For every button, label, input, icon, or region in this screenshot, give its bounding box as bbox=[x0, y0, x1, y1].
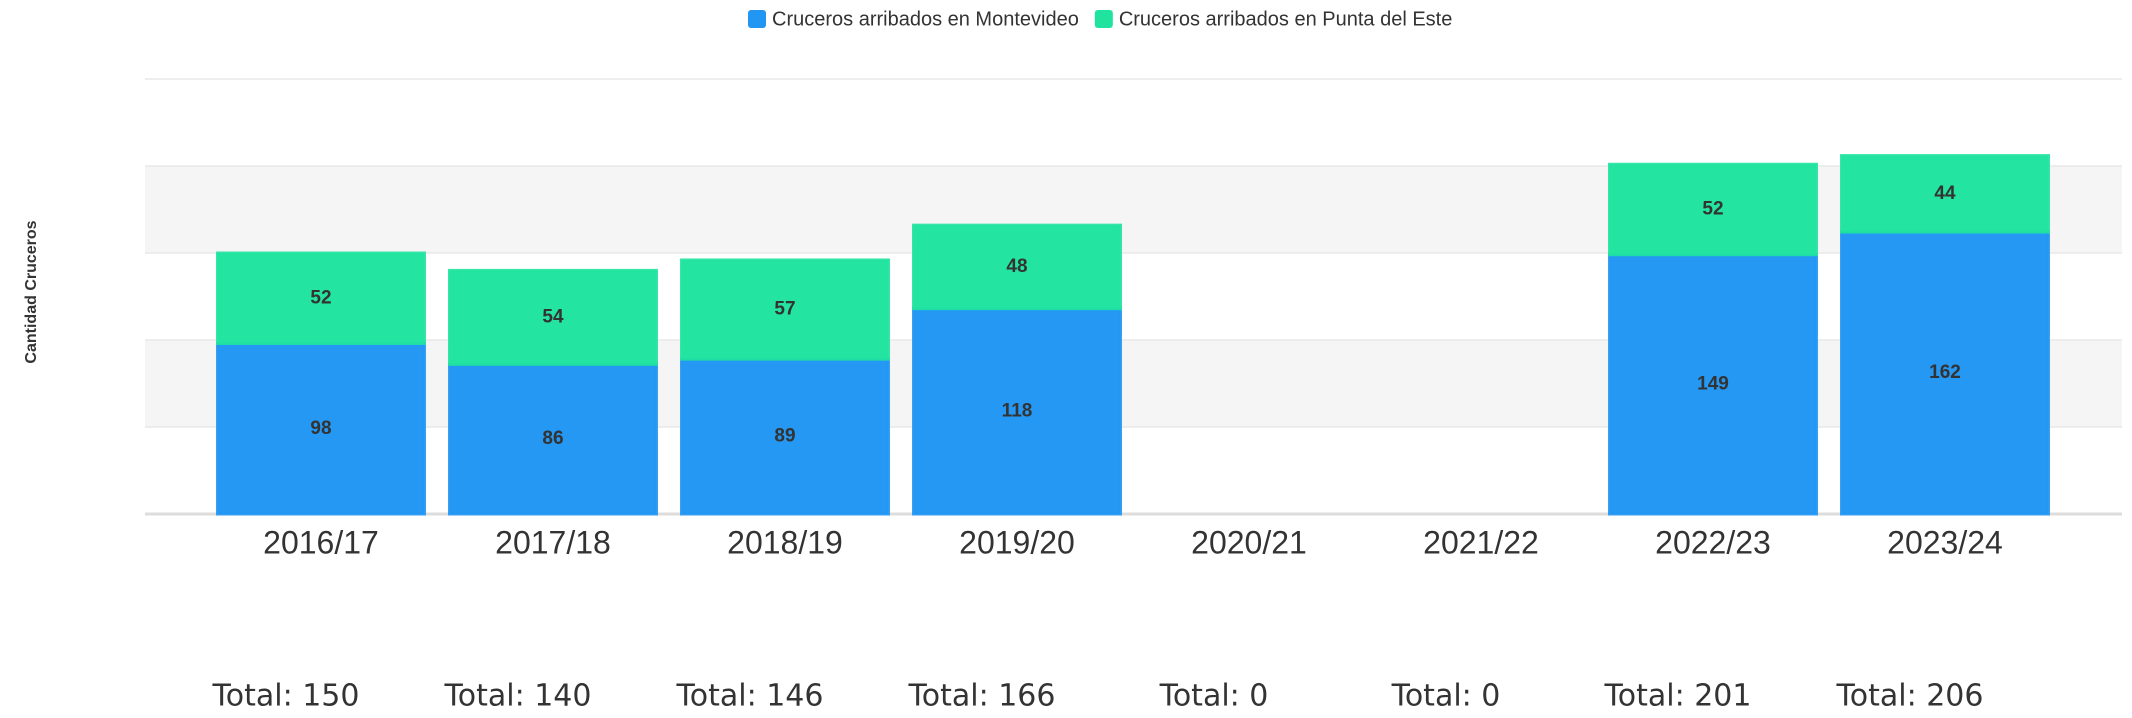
legend-label: Cruceros arribados en Montevideo bbox=[772, 8, 1079, 30]
data-label: 44 bbox=[1934, 183, 1956, 204]
bar-segment bbox=[448, 268, 658, 366]
bar-segment bbox=[912, 307, 1122, 516]
x-tick-label: 2019/20 bbox=[959, 524, 1075, 560]
x-tick-label: 2016/17 bbox=[263, 524, 379, 560]
bar-segment bbox=[1840, 154, 2050, 234]
data-label: 86 bbox=[542, 428, 563, 449]
data-label: 162 bbox=[1929, 362, 1961, 383]
bar-segment bbox=[1840, 230, 2050, 516]
data-label: 149 bbox=[1697, 373, 1729, 394]
y-axis-title: Cantidad Cruceros bbox=[23, 220, 40, 363]
data-label: 48 bbox=[1006, 256, 1027, 277]
bar-segment bbox=[912, 223, 1122, 311]
x-tick-label: 2022/23 bbox=[1655, 524, 1771, 560]
total-label: Total: 0 bbox=[1391, 679, 1501, 714]
data-label: 52 bbox=[1702, 199, 1723, 220]
bar-segment bbox=[216, 251, 426, 345]
x-tick-label: 2020/21 bbox=[1191, 524, 1307, 560]
total-label: Total: 0 bbox=[1159, 679, 1269, 714]
grid-band bbox=[145, 166, 2122, 253]
total-label: Total: 166 bbox=[908, 679, 1056, 714]
data-label: 57 bbox=[774, 299, 795, 320]
total-label: Total: 206 bbox=[1836, 679, 1984, 714]
data-label: 89 bbox=[774, 426, 795, 447]
x-tick-label: 2018/19 bbox=[727, 524, 843, 560]
bar-segment bbox=[680, 357, 890, 516]
x-tick-label: 2017/18 bbox=[495, 524, 611, 560]
data-label: 98 bbox=[310, 418, 331, 439]
data-label: 54 bbox=[542, 306, 564, 327]
data-label: 118 bbox=[1002, 400, 1033, 421]
total-label: Total: 146 bbox=[676, 679, 824, 714]
legend-swatch bbox=[748, 10, 766, 28]
x-tick-label: 2021/22 bbox=[1423, 524, 1539, 560]
legend-label: Cruceros arribados en Punta del Este bbox=[1119, 8, 1453, 30]
total-label: Total: 150 bbox=[212, 679, 360, 714]
legend-swatch bbox=[1094, 10, 1113, 28]
data-label: 52 bbox=[310, 287, 331, 308]
total-label: Total: 201 bbox=[1604, 679, 1752, 714]
bar-segment bbox=[1608, 162, 1818, 257]
grid-band bbox=[145, 340, 2122, 427]
bar-segment bbox=[680, 258, 890, 361]
bar-segment bbox=[448, 362, 658, 516]
bar-segment bbox=[216, 341, 426, 516]
bar-segment bbox=[1608, 253, 1818, 516]
x-tick-label: 2023/24 bbox=[1887, 524, 2003, 560]
total-label: Total: 140 bbox=[444, 679, 592, 714]
